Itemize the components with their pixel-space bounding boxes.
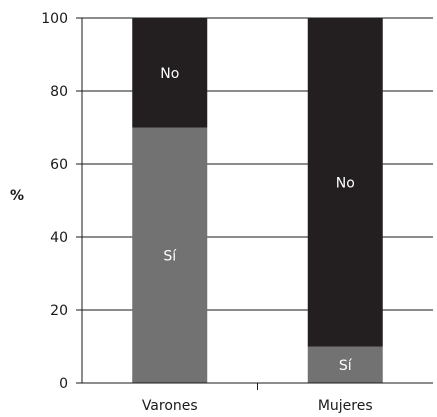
y-tick-label-40: 40 bbox=[50, 230, 68, 246]
bar-varones-0 bbox=[132, 127, 208, 383]
axes bbox=[76, 17, 433, 390]
bar-mujeres-0 bbox=[307, 346, 383, 383]
y-tick-label-100: 100 bbox=[41, 11, 68, 27]
x-category-label-varones: Varones bbox=[142, 398, 198, 414]
y-tick-label-20: 20 bbox=[50, 303, 68, 319]
y-tick-label-60: 60 bbox=[50, 157, 68, 173]
labels: 0 20 40 60 80 100 Sí No Varones Sí No Mujeres bbox=[41, 11, 372, 414]
y-tick-label-0: 0 bbox=[59, 376, 68, 392]
bars bbox=[132, 18, 383, 383]
y-tick-label-80: 80 bbox=[50, 84, 68, 100]
bar-varones-1 bbox=[132, 18, 208, 128]
segment-label-varones-1: No bbox=[160, 66, 179, 82]
bar-mujeres-1 bbox=[307, 18, 383, 347]
segment-label-mujeres-0: Sí bbox=[339, 358, 353, 374]
segment-label-varones-0: Sí bbox=[163, 248, 177, 264]
segment-label-mujeres-1: No bbox=[336, 175, 355, 191]
y-axis-label: % bbox=[10, 188, 24, 204]
x-category-label-mujeres: Mujeres bbox=[318, 398, 373, 414]
